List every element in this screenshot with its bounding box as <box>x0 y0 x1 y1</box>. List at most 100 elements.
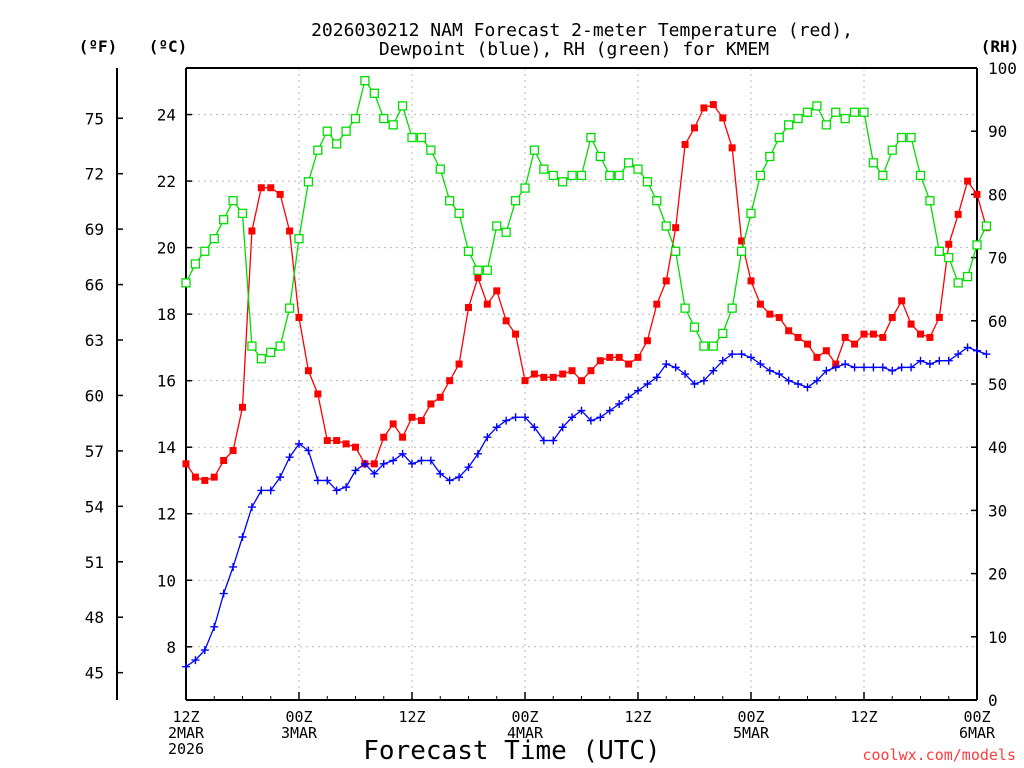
temperature-point-63 <box>775 313 783 321</box>
temperature-point-27 <box>436 393 444 401</box>
rh-tick-label-5: 50 <box>988 375 1007 394</box>
temperature-point-20 <box>370 460 378 468</box>
dewpoint-point-30 <box>464 463 473 472</box>
dewpoint-point-24 <box>408 459 416 468</box>
dewpoint-point-37 <box>530 423 539 432</box>
rh-point-45 <box>605 170 615 181</box>
dewpoint-point-1 <box>191 656 200 665</box>
celsius-tick-label-7: 22 <box>157 172 176 191</box>
fahrenheit-tick-label-1: 48 <box>85 608 104 627</box>
temperature-point-4 <box>220 457 228 465</box>
rh-point-8 <box>256 354 266 364</box>
rh-point-2 <box>200 246 210 256</box>
temperature-point-3 <box>210 473 218 481</box>
rh-point-68 <box>821 120 831 130</box>
dewpoint-point-70 <box>841 360 850 369</box>
dewpoint-point-67 <box>812 376 821 385</box>
temperature-point-66 <box>804 340 811 348</box>
dewpoint-point-3 <box>210 622 219 631</box>
temperature-point-46 <box>615 353 623 361</box>
temperature-point-78 <box>917 330 924 338</box>
dewpoint-point-7 <box>247 503 256 512</box>
temperature-point-18 <box>352 443 359 451</box>
x-tick-label-7-1: 6MAR <box>959 724 996 742</box>
rh-point-40 <box>558 177 568 187</box>
rh-point-65 <box>793 113 803 124</box>
temperature-point-83 <box>964 177 972 185</box>
dewpoint-point-20 <box>370 469 379 478</box>
rh-point-32 <box>482 265 492 275</box>
dewpoint-point-72 <box>860 363 868 372</box>
rh-point-47 <box>623 158 634 168</box>
dewpoint-point-9 <box>266 486 275 495</box>
temperature-point-23 <box>399 433 407 441</box>
temperature-point-9 <box>267 184 275 192</box>
temperature-point-61 <box>756 300 764 308</box>
temperature-point-68 <box>822 347 830 355</box>
chart-title-line2: Dewpoint (blue), RH (green) for KMEM <box>379 39 769 60</box>
temperature-point-7 <box>248 227 256 235</box>
dewpoint-point-12 <box>295 439 303 448</box>
rh-point-35 <box>510 196 521 206</box>
rh-point-39 <box>548 170 558 181</box>
dewpoint-point-35 <box>511 413 520 422</box>
temperature-point-16 <box>333 437 341 445</box>
temperature-point-30 <box>465 303 472 311</box>
rh-point-36 <box>520 183 530 193</box>
fahrenheit-tick-label-4: 57 <box>85 442 104 461</box>
dewpoint-point-83 <box>963 343 972 352</box>
rh-point-43 <box>586 132 596 143</box>
dewpoint-point-62 <box>765 366 774 375</box>
temperature-point-17 <box>342 440 350 448</box>
rh-point-0 <box>181 278 191 288</box>
dewpoint-point-77 <box>907 363 916 372</box>
rh-point-66 <box>802 107 813 117</box>
rh-point-24 <box>407 132 417 143</box>
rh-point-61 <box>755 170 766 181</box>
fahrenheit-tick-label-5: 60 <box>85 386 104 405</box>
dewpoint-point-64 <box>784 376 793 385</box>
rh-point-71 <box>849 107 860 117</box>
x-tick-label-1-1: 3MAR <box>281 724 318 742</box>
rh-point-82 <box>953 278 963 288</box>
x-tick-label-3-1: 4MAR <box>507 724 544 742</box>
rh-point-16 <box>332 139 342 149</box>
dewpoint-point-22 <box>389 456 398 465</box>
rh-point-34 <box>501 227 511 237</box>
rh-point-6 <box>237 208 248 219</box>
rh-point-72 <box>859 107 869 117</box>
rh-point-48 <box>633 164 643 174</box>
temperature-point-13 <box>304 367 312 375</box>
dewpoint-point-81 <box>944 356 953 365</box>
temperature-point-15 <box>323 437 331 445</box>
dewpoint-point-82 <box>954 350 963 359</box>
rh-point-80 <box>934 246 944 256</box>
rh-point-51 <box>661 221 671 231</box>
rh-tick-label-3: 30 <box>988 501 1007 520</box>
dewpoint-point-73 <box>869 363 878 372</box>
temperature-point-54 <box>691 124 698 132</box>
rh-point-57 <box>718 328 728 339</box>
dewpoint-point-42 <box>577 406 586 415</box>
dewpoint-point-23 <box>398 449 407 458</box>
rh-point-44 <box>595 151 605 162</box>
rh-point-9 <box>266 347 276 358</box>
rh-point-20 <box>369 88 379 98</box>
dewpoint-point-56 <box>709 366 718 375</box>
fahrenheit-tick-label-6: 63 <box>85 331 104 350</box>
celsius-unit-label: (ºC) <box>149 37 188 56</box>
temperature-point-28 <box>446 377 454 385</box>
temperature-point-50 <box>653 300 661 308</box>
dewpoint-point-5 <box>229 562 238 571</box>
temperature-point-56 <box>709 101 717 109</box>
temperature-point-79 <box>926 333 934 341</box>
rh-point-67 <box>812 101 822 111</box>
dewpoint-point-54 <box>690 380 699 388</box>
rh-point-1 <box>190 259 201 269</box>
rh-point-10 <box>275 341 285 351</box>
temperature-point-39 <box>549 373 557 381</box>
temperature-point-71 <box>851 340 859 348</box>
rh-point-59 <box>736 246 747 256</box>
dewpoint-point-45 <box>605 406 614 415</box>
temperature-point-5 <box>229 447 237 455</box>
